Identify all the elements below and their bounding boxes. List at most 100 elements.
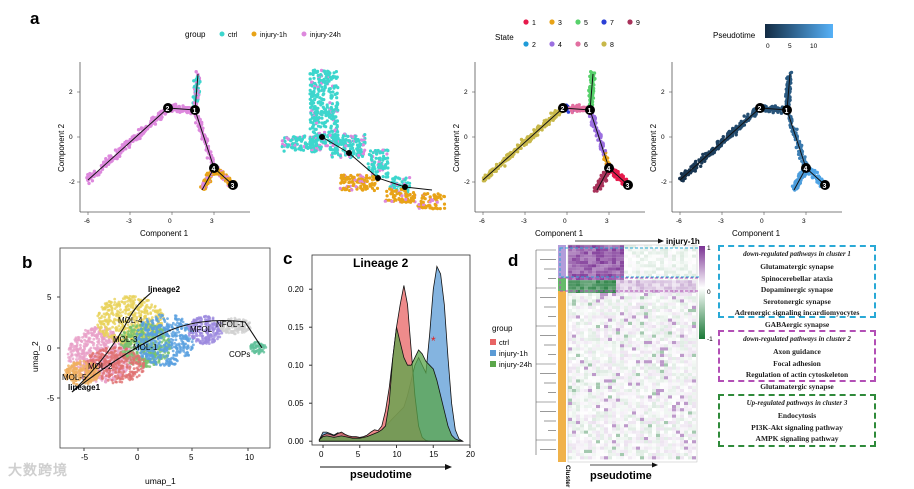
state-legend-label: 7	[610, 20, 614, 27]
cell-point	[286, 145, 290, 149]
umap-point	[115, 327, 119, 330]
cell-point	[367, 165, 371, 169]
umap-point	[185, 338, 189, 341]
umap-point	[113, 317, 116, 321]
umap-point	[136, 308, 140, 311]
cell-point	[615, 177, 619, 182]
umap-point	[121, 310, 125, 314]
umap-point	[134, 311, 137, 315]
umap-point	[92, 337, 96, 341]
cell-point	[793, 180, 797, 184]
x-tick-label: 0	[135, 453, 140, 462]
cell-point	[363, 133, 367, 137]
umap-point	[152, 359, 156, 363]
umap-point	[155, 317, 158, 321]
umap-plot: -5 0 5 1050-5umap_1umap_2lineage2MOL-4MOL-3…	[30, 247, 271, 486]
cell-point	[194, 121, 198, 125]
cell-point	[752, 114, 756, 118]
pseudotime-tick-10: 10	[810, 43, 818, 50]
branch-node	[319, 134, 325, 140]
cell-point	[179, 108, 183, 113]
umap-point	[106, 333, 109, 337]
pseudotime-colorbar	[765, 24, 833, 38]
state-legend-label: 1	[532, 20, 536, 27]
cell-point	[335, 96, 339, 100]
branch-node	[623, 180, 633, 190]
cell-point	[483, 173, 487, 177]
cell-point	[312, 119, 316, 123]
cell-point	[336, 136, 340, 140]
umap-point	[148, 306, 152, 310]
umap-point	[94, 327, 98, 331]
cell-point	[369, 157, 374, 161]
cell-point	[313, 86, 317, 90]
x-tick-label: 0	[760, 218, 764, 225]
cell-point	[710, 148, 714, 153]
branch-node	[375, 175, 381, 181]
umap-point	[163, 320, 167, 323]
x-tick-label: 5	[189, 453, 194, 462]
umap-point	[75, 343, 79, 347]
state-legend-dot	[601, 41, 607, 47]
cell-point	[596, 138, 600, 142]
traj-plot-group-split	[280, 68, 447, 211]
umap-point	[158, 313, 161, 317]
cell-point	[398, 177, 402, 181]
cell-point	[438, 193, 442, 197]
cell-point	[598, 178, 602, 183]
cell-point	[307, 145, 311, 150]
legend-ctrl-dot	[219, 31, 225, 37]
y-tick-label: 2	[464, 89, 468, 96]
y-tick-label: 2	[661, 89, 665, 96]
cell-point	[378, 151, 382, 155]
y-tick-label: -2	[464, 179, 470, 186]
umap-point	[129, 305, 133, 309]
cell-point	[324, 125, 328, 129]
cell-point	[595, 183, 599, 188]
cell-point	[200, 137, 204, 141]
cell-point	[679, 172, 684, 176]
cell-point	[322, 77, 326, 81]
cell-point	[373, 167, 377, 171]
cell-point	[336, 108, 340, 112]
cell-point	[428, 204, 432, 208]
umap-point	[66, 352, 70, 356]
umap-point	[152, 325, 156, 329]
y-tick-label: 2	[69, 89, 73, 96]
x-axis-label: Component 1	[732, 229, 781, 238]
cell-point	[363, 184, 367, 188]
cell-point	[333, 92, 337, 97]
state-legend-dot	[627, 19, 633, 25]
x-tick-label: -6	[479, 218, 485, 225]
branch-node	[558, 103, 568, 113]
cell-point	[95, 173, 99, 177]
cell-point	[320, 101, 324, 105]
umap-point	[79, 343, 82, 347]
cell-point	[315, 113, 319, 117]
cell-point	[432, 193, 436, 197]
cell-point	[803, 155, 807, 159]
cell-point	[412, 196, 416, 200]
cell-point	[539, 124, 544, 129]
umap-point	[124, 343, 127, 347]
y-axis-label: umap_2	[30, 341, 40, 372]
cell-point	[314, 70, 318, 74]
umap-point	[121, 300, 124, 304]
cell-point	[385, 194, 389, 198]
umap-point	[86, 331, 90, 335]
umap-point	[125, 305, 128, 308]
cell-point	[205, 138, 210, 143]
umap-point	[95, 343, 99, 347]
cell-point	[368, 182, 372, 186]
cell-point	[404, 197, 408, 201]
cell-point	[603, 149, 608, 153]
pseudotime-legend-title: Pseudotime	[713, 31, 756, 40]
cell-point	[788, 87, 793, 91]
cell-point	[695, 165, 699, 170]
umap-point	[190, 340, 194, 344]
state-legend: State 1 3 5 7 92 4 6 8	[495, 19, 640, 49]
cell-point	[332, 122, 336, 126]
umap-point	[71, 357, 75, 361]
cell-point	[139, 133, 144, 137]
